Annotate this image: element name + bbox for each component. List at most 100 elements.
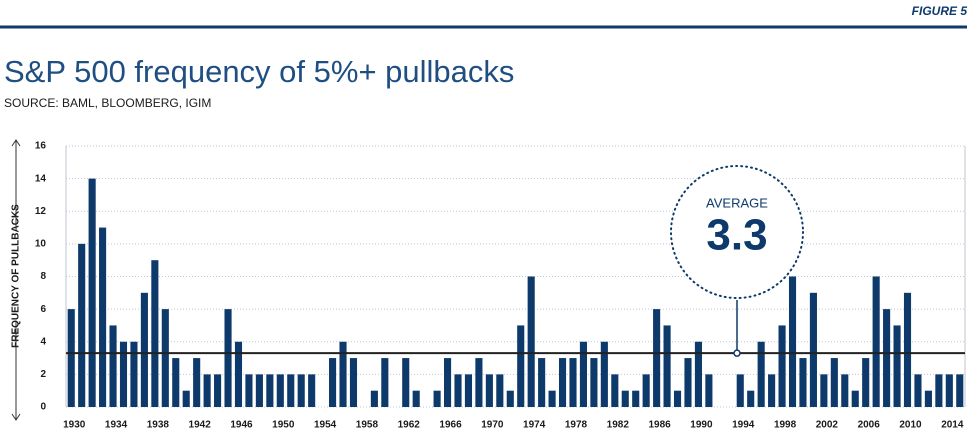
bar (851, 390, 859, 407)
y-axis-label: FREQUENCY OF PULLBACKS (11, 204, 22, 348)
bar (872, 276, 880, 407)
y-tick-label: 12 (35, 206, 47, 217)
bar (485, 374, 493, 407)
bar (130, 341, 138, 407)
bar (632, 390, 640, 407)
bar (579, 341, 588, 407)
y-axis-arrow (11, 139, 21, 421)
bar (956, 374, 964, 407)
bar (705, 374, 713, 407)
bar (151, 260, 159, 407)
y-tick-label: 6 (40, 304, 46, 315)
x-tick-label: 1934 (105, 420, 128, 431)
callout-dot (733, 349, 741, 357)
bar (945, 374, 953, 407)
x-tick-label: 1990 (690, 420, 713, 431)
bar (862, 358, 870, 407)
x-tick-label: 1958 (356, 420, 379, 431)
bar (496, 374, 504, 407)
bar (788, 276, 797, 407)
bar (172, 358, 180, 407)
x-tick-label: 1986 (648, 420, 671, 431)
average-callout (670, 165, 804, 299)
bar (349, 358, 358, 407)
bar (119, 341, 128, 407)
bar (621, 390, 629, 407)
bar (381, 358, 389, 407)
bar (255, 374, 263, 407)
bar (611, 374, 619, 407)
x-tick-label: 1938 (147, 420, 170, 431)
bar (527, 276, 535, 407)
x-tick-label: 2014 (941, 420, 964, 431)
x-tick-label: 1962 (398, 420, 421, 431)
bar (182, 390, 190, 407)
bar (600, 341, 608, 407)
y-tick-label: 2 (40, 369, 46, 380)
bar (757, 341, 765, 407)
bar (464, 374, 473, 407)
bar (736, 374, 744, 407)
bar (308, 374, 316, 407)
x-tick-label: 2010 (899, 420, 922, 431)
x-tick-label: 1930 (63, 420, 86, 431)
x-tick-label: 1994 (732, 420, 755, 431)
bar (443, 358, 452, 407)
bar (109, 325, 117, 407)
x-tick-label: 1946 (230, 420, 253, 431)
bar (830, 358, 838, 407)
bar (234, 341, 243, 407)
y-tick-label: 8 (40, 271, 46, 282)
bar (276, 374, 284, 407)
bar (339, 341, 347, 407)
bar (454, 374, 462, 407)
bar (402, 358, 410, 407)
bar (558, 358, 567, 407)
x-tick-label: 1978 (565, 420, 588, 431)
bar (914, 374, 922, 407)
bar (809, 292, 817, 407)
bar (747, 390, 755, 407)
y-tick-label: 0 (40, 402, 46, 413)
bar (78, 243, 86, 407)
bar (893, 325, 901, 407)
y-tick-label: 14 (35, 173, 47, 184)
bar (924, 390, 932, 407)
bar (266, 374, 274, 407)
x-tick-label: 1982 (607, 420, 630, 431)
x-tick-label: 1942 (189, 420, 212, 431)
bar (883, 309, 891, 407)
bar (768, 374, 776, 407)
bar (684, 358, 692, 407)
bar (161, 309, 169, 407)
x-tick-label: 1974 (523, 420, 546, 431)
chart-subtitle: SOURCE: BAML, BLOOMBERG, IGIM (4, 96, 211, 110)
bar (694, 341, 702, 407)
bar (67, 309, 75, 407)
bar (475, 358, 483, 407)
bar (799, 358, 807, 407)
bar (538, 358, 546, 407)
bar (88, 178, 96, 407)
bar (663, 325, 671, 407)
x-tick-label: 2002 (816, 420, 839, 431)
bar (245, 374, 253, 407)
bar (642, 374, 650, 407)
bar (193, 358, 201, 407)
bar (903, 292, 912, 407)
bar (778, 325, 786, 407)
chart-title: S&P 500 frequency of 5%+ pullbacks (4, 54, 514, 89)
x-tick-label: 2006 (858, 420, 881, 431)
bar (412, 390, 420, 407)
bar (329, 358, 337, 407)
bar (820, 374, 828, 407)
bar (297, 374, 305, 407)
x-tick-label: 1966 (439, 420, 462, 431)
y-tick-label: 10 (35, 239, 47, 250)
bar (214, 374, 222, 407)
average-value: 3.3 (706, 211, 767, 260)
x-tick-label: 1970 (481, 420, 504, 431)
bar (935, 374, 943, 407)
bar (506, 390, 514, 407)
